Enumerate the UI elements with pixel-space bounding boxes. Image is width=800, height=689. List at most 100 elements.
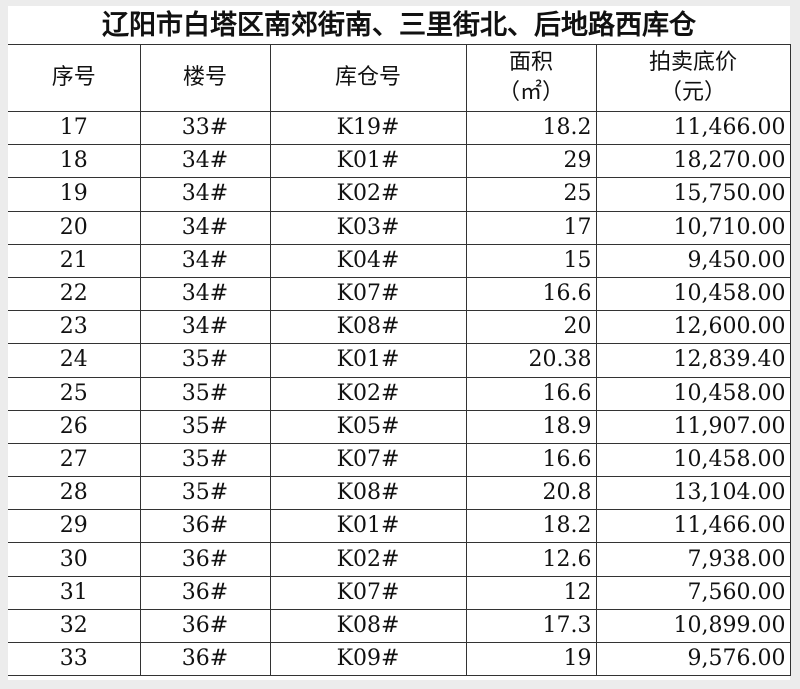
cell-building: 35# xyxy=(139,409,271,444)
cell-price: 7,560.00 xyxy=(595,575,791,610)
cell-building: 35# xyxy=(139,343,271,378)
header-warehouse: 库仓号 xyxy=(269,44,467,112)
cell-price: 15,750.00 xyxy=(595,177,791,212)
cell-area: 20 xyxy=(465,310,597,345)
cell-warehouse: K02# xyxy=(269,177,467,212)
cell-price: 11,466.00 xyxy=(595,509,791,544)
cell-index: 22 xyxy=(8,276,141,312)
table-row: 17 33# K19# 18.2 11,466.00 xyxy=(8,110,791,146)
cell-warehouse: K08# xyxy=(269,608,467,644)
cell-index: 32 xyxy=(8,608,141,644)
table-row: 26 35# K05# 18.9 11,907.00 xyxy=(8,409,791,444)
cell-warehouse: K07# xyxy=(269,276,467,312)
cell-index: 24 xyxy=(8,343,141,378)
cell-price: 10,710.00 xyxy=(595,210,791,245)
cell-index: 25 xyxy=(8,376,141,411)
header-area-label: 面积 xyxy=(508,50,553,75)
table-row: 30 36# K02# 12.6 7,938.00 xyxy=(8,542,791,577)
cell-area: 17.3 xyxy=(465,608,597,644)
table-row: 28 35# K08# 20.8 13,104.00 xyxy=(8,476,791,511)
header-price: 拍卖底价 （元） xyxy=(595,44,791,112)
cell-warehouse: K07# xyxy=(269,442,467,478)
cell-area: 18.9 xyxy=(465,409,597,444)
cell-warehouse: K05# xyxy=(269,409,467,444)
document-sheet: 辽阳市白塔区南郊街南、三里街北、后地路西库仓 序号 楼号 库仓号 面积 （㎡） 拍… xyxy=(8,6,791,680)
cell-index: 33 xyxy=(8,641,141,677)
cell-area: 16.6 xyxy=(465,442,597,478)
cell-warehouse: K01# xyxy=(269,509,467,544)
header-area-unit: （㎡） xyxy=(497,80,564,105)
cell-building: 35# xyxy=(139,376,271,411)
cell-price: 9,576.00 xyxy=(595,641,791,677)
cell-price: 18,270.00 xyxy=(595,144,791,179)
cell-index: 20 xyxy=(8,210,141,245)
table-row: 23 34# K08# 20 12,600.00 xyxy=(8,310,791,345)
cell-index: 17 xyxy=(8,110,141,146)
cell-building: 36# xyxy=(139,509,271,544)
cell-building: 36# xyxy=(139,542,271,577)
cell-warehouse: K02# xyxy=(269,376,467,411)
cell-building: 36# xyxy=(139,575,271,610)
table-row: 24 35# K01# 20.38 12,839.40 xyxy=(8,343,791,378)
table-row: 20 34# K03# 17 10,710.00 xyxy=(8,210,791,245)
cell-price: 11,466.00 xyxy=(595,110,791,146)
cell-area: 20.38 xyxy=(465,343,597,378)
table-row: 29 36# K01# 18.2 11,466.00 xyxy=(8,509,791,544)
document-title: 辽阳市白塔区南郊街南、三里街北、后地路西库仓 xyxy=(102,10,696,41)
cell-price: 9,450.00 xyxy=(595,243,791,278)
cell-price: 12,839.40 xyxy=(595,343,791,378)
cell-building: 33# xyxy=(139,110,271,146)
header-area: 面积 （㎡） xyxy=(465,44,597,112)
cell-building: 35# xyxy=(139,476,271,511)
header-building: 楼号 xyxy=(139,44,271,112)
cell-price: 11,907.00 xyxy=(595,409,791,444)
cell-area: 12.6 xyxy=(465,542,597,577)
cell-index: 27 xyxy=(8,442,141,478)
cell-index: 26 xyxy=(8,409,141,444)
cell-building: 36# xyxy=(139,641,271,677)
cell-price: 7,938.00 xyxy=(595,542,791,577)
cell-area: 19 xyxy=(465,641,597,677)
cell-building: 35# xyxy=(139,442,271,478)
cell-index: 31 xyxy=(8,575,141,610)
cell-building: 34# xyxy=(139,144,271,179)
header-price-unit: （元） xyxy=(659,80,726,105)
cell-building: 34# xyxy=(139,310,271,345)
table-row: 27 35# K07# 16.6 10,458.00 xyxy=(8,442,791,478)
cell-warehouse: K07# xyxy=(269,575,467,610)
cell-price: 12,600.00 xyxy=(595,310,791,345)
cell-area: 20.8 xyxy=(465,476,597,511)
cell-index: 19 xyxy=(8,177,141,212)
table-row: 18 34# K01# 29 18,270.00 xyxy=(8,144,791,179)
table-row: 31 36# K07# 12 7,560.00 xyxy=(8,575,791,610)
table-row: 33 36# K09# 19 9,576.00 xyxy=(8,641,791,677)
cell-warehouse: K09# xyxy=(269,641,467,677)
table-row: 21 34# K04# 15 9,450.00 xyxy=(8,243,791,278)
cell-warehouse: K04# xyxy=(269,243,467,278)
cell-building: 34# xyxy=(139,177,271,212)
cell-warehouse: K08# xyxy=(269,310,467,345)
cell-index: 29 xyxy=(8,509,141,544)
cell-index: 21 xyxy=(8,243,141,278)
cell-area: 15 xyxy=(465,243,597,278)
cell-price: 10,458.00 xyxy=(595,376,791,411)
cell-area: 16.6 xyxy=(465,376,597,411)
table-row: 32 36# K08# 17.3 10,899.00 xyxy=(8,608,791,644)
cell-warehouse: K02# xyxy=(269,542,467,577)
cell-price: 13,104.00 xyxy=(595,476,791,511)
header-price-label: 拍卖底价 xyxy=(648,50,737,75)
cell-building: 34# xyxy=(139,243,271,278)
cell-index: 28 xyxy=(8,476,141,511)
cell-index: 23 xyxy=(8,310,141,345)
cell-warehouse: K08# xyxy=(269,476,467,511)
cell-building: 34# xyxy=(139,210,271,245)
cell-area: 18.2 xyxy=(465,509,597,544)
cell-index: 30 xyxy=(8,542,141,577)
cell-warehouse: K01# xyxy=(269,343,467,378)
warehouse-table: 序号 楼号 库仓号 面积 （㎡） 拍卖底价 （元） 17 33# K19# 18.2 11,… xyxy=(8,44,791,677)
cell-warehouse: K19# xyxy=(269,110,467,146)
cell-price: 10,458.00 xyxy=(595,442,791,478)
cell-building: 36# xyxy=(139,608,271,644)
header-index: 序号 xyxy=(8,44,141,112)
table-row: 22 34# K07# 16.6 10,458.00 xyxy=(8,276,791,312)
